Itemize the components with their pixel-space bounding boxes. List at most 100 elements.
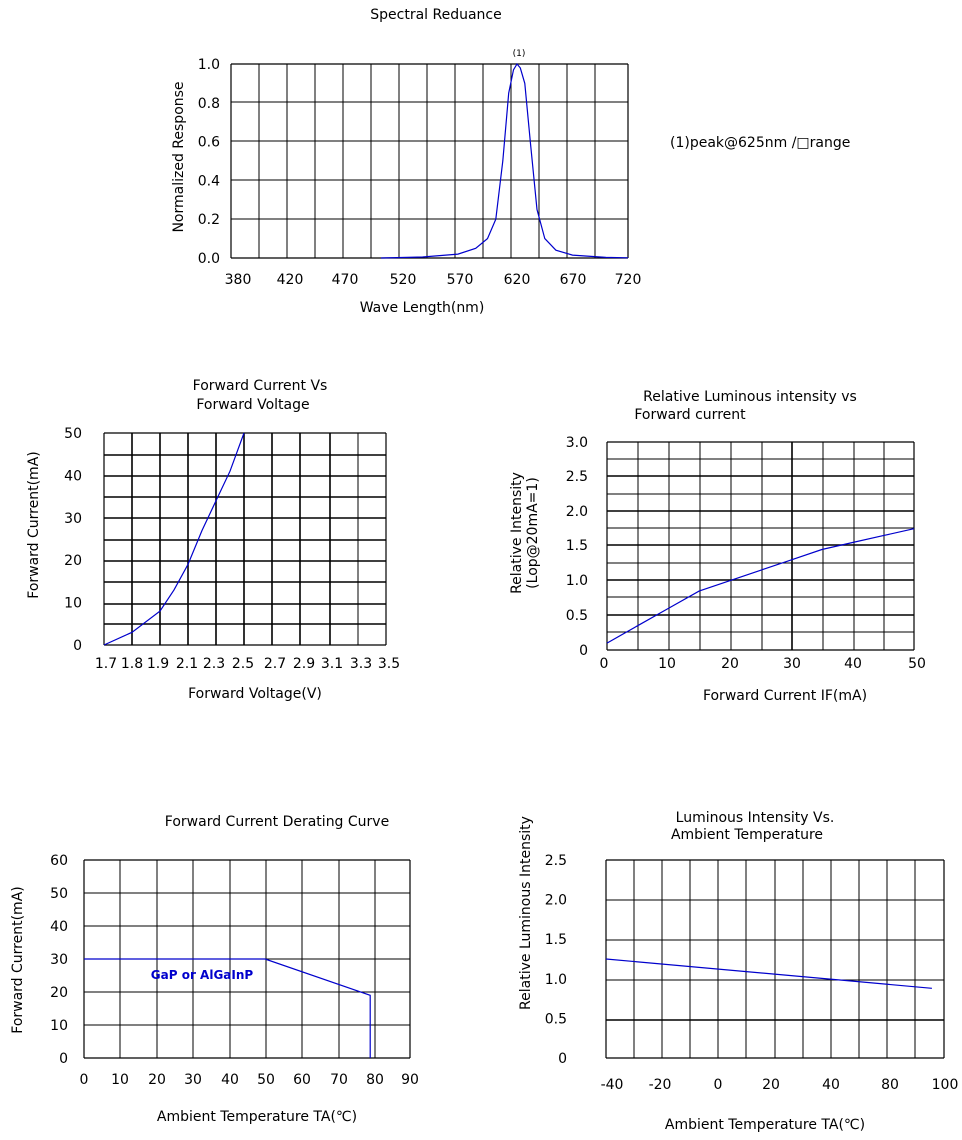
x-tick-label: 20: [148, 1072, 166, 1088]
x-tick-label: 2.3: [203, 656, 225, 672]
x-tick-label: 720: [615, 272, 642, 288]
x-tick-label: 2.9: [293, 656, 315, 672]
grid: [103, 432, 387, 646]
derating-chart: Forward Current Derating Curve 0 10 20 30 40 5…: [10, 814, 419, 1125]
y-axis-label: (Lop@20mA=1): [525, 477, 541, 589]
x-tick-label: 40: [822, 1077, 840, 1093]
chart-title: Spectral Reduance: [370, 7, 501, 23]
chart-title: Forward Current Derating Curve: [165, 814, 389, 830]
peak-note: (1)peak@625nm /□range: [670, 135, 850, 151]
chart-title: Ambient Temperature: [671, 827, 823, 843]
y-tick-label: 30: [50, 952, 68, 968]
y-tick-label: 10: [50, 1018, 68, 1034]
grid: [230, 63, 629, 259]
chart-title: Forward Voltage: [196, 397, 309, 413]
grid: [606, 441, 915, 651]
x-tick-label: 70: [330, 1072, 348, 1088]
x-tick-label: 90: [401, 1072, 419, 1088]
x-tick-label: 30: [184, 1072, 202, 1088]
x-tick-label: 470: [332, 272, 359, 288]
y-tick-label: 0.4: [198, 173, 220, 189]
y-tick-label: 1.5: [566, 538, 588, 554]
x-axis-label: Ambient Temperature TA(℃): [157, 1109, 357, 1125]
x-tick-label: 1.9: [147, 656, 169, 672]
y-axis-label: Forward Current(mA): [26, 451, 42, 598]
x-tick-label: 100: [932, 1077, 959, 1093]
x-tick-label: 80: [881, 1077, 899, 1093]
y-tick-label: 0.5: [566, 608, 588, 624]
y-tick-label: 1.0: [198, 57, 220, 73]
y-tick-label: 50: [64, 426, 82, 442]
chart-title: Relative Luminous intensity vs: [643, 389, 857, 405]
y-tick-label: 2.0: [545, 893, 567, 909]
y-tick-label: 2.5: [566, 469, 588, 485]
x-tick-label: 2.5: [232, 656, 254, 672]
series-line: [606, 528, 915, 644]
series-line: [103, 432, 245, 646]
y-tick-label: 0: [59, 1051, 68, 1067]
y-axis-label: Forward Current(mA): [10, 886, 26, 1033]
x-tick-label: 620: [504, 272, 531, 288]
x-tick-label: -20: [649, 1077, 672, 1093]
x-tick-label: 670: [560, 272, 587, 288]
y-tick-label: 20: [64, 553, 82, 569]
x-tick-label: 80: [366, 1072, 384, 1088]
x-axis-label: Forward Current IF(mA): [703, 688, 867, 704]
y-tick-label: 30: [64, 511, 82, 527]
grid: [605, 859, 945, 1059]
x-axis-label: Wave Length(nm): [360, 300, 485, 316]
y-tick-label: 0.2: [198, 212, 220, 228]
x-tick-label: 40: [844, 656, 862, 672]
x-tick-label: 30: [783, 656, 801, 672]
x-tick-label: -40: [601, 1077, 624, 1093]
series-line: [380, 62, 629, 259]
x-tick-label: 1.7: [95, 656, 117, 672]
y-tick-label: 60: [50, 853, 68, 869]
chart-title: Luminous Intensity Vs.: [676, 810, 835, 826]
x-tick-label: 20: [762, 1077, 780, 1093]
x-axis-label: Forward Voltage(V): [188, 686, 322, 702]
x-tick-label: 10: [111, 1072, 129, 1088]
x-tick-label: 60: [293, 1072, 311, 1088]
series-line: [84, 958, 371, 1058]
y-tick-label: 0: [579, 643, 588, 659]
x-tick-label: 50: [257, 1072, 275, 1088]
y-tick-label: 0.6: [198, 135, 220, 151]
x-axis-label: Ambient Temperature TA(℃): [665, 1117, 865, 1133]
y-tick-label: 0: [558, 1051, 567, 1067]
spectral-chart: Spectral Reduance 380 420 470 520 570 620 670 72…: [171, 7, 850, 316]
y-axis-label: Normalized Response: [171, 81, 187, 232]
y-tick-label: 0.8: [198, 96, 220, 112]
y-tick-label: 40: [50, 919, 68, 935]
x-tick-label: 50: [908, 656, 926, 672]
x-tick-label: 3.3: [350, 656, 372, 672]
series-line: [605, 958, 932, 989]
peak-marker-label: (1): [513, 49, 526, 59]
x-tick-label: 10: [658, 656, 676, 672]
chart-title: Forward Current Vs: [193, 378, 328, 394]
luminous-vs-current-chart: Relative Luminous intensity vs Forward cu…: [509, 389, 926, 704]
x-tick-label: 3.1: [321, 656, 343, 672]
x-tick-label: 0: [714, 1077, 723, 1093]
y-tick-label: 1.0: [566, 573, 588, 589]
x-tick-label: 20: [721, 656, 739, 672]
y-tick-label: 10: [64, 596, 82, 612]
x-tick-label: 0: [80, 1072, 89, 1088]
x-tick-label: 380: [225, 272, 252, 288]
series-label: GaP or AlGaInP: [151, 968, 254, 982]
y-tick-label: 2.5: [545, 853, 567, 869]
y-tick-label: 3.0: [566, 435, 588, 451]
x-tick-label: 520: [390, 272, 417, 288]
x-tick-label: 420: [277, 272, 304, 288]
x-tick-label: 3.5: [378, 656, 400, 672]
x-tick-label: 570: [447, 272, 474, 288]
x-tick-label: 2.7: [264, 656, 286, 672]
y-axis-label: Relative Intensity: [509, 472, 525, 594]
y-tick-label: 1.5: [545, 932, 567, 948]
x-tick-label: 40: [221, 1072, 239, 1088]
x-tick-label: 2.1: [176, 656, 198, 672]
y-tick-label: 50: [50, 886, 68, 902]
x-tick-label: 1.8: [121, 656, 143, 672]
